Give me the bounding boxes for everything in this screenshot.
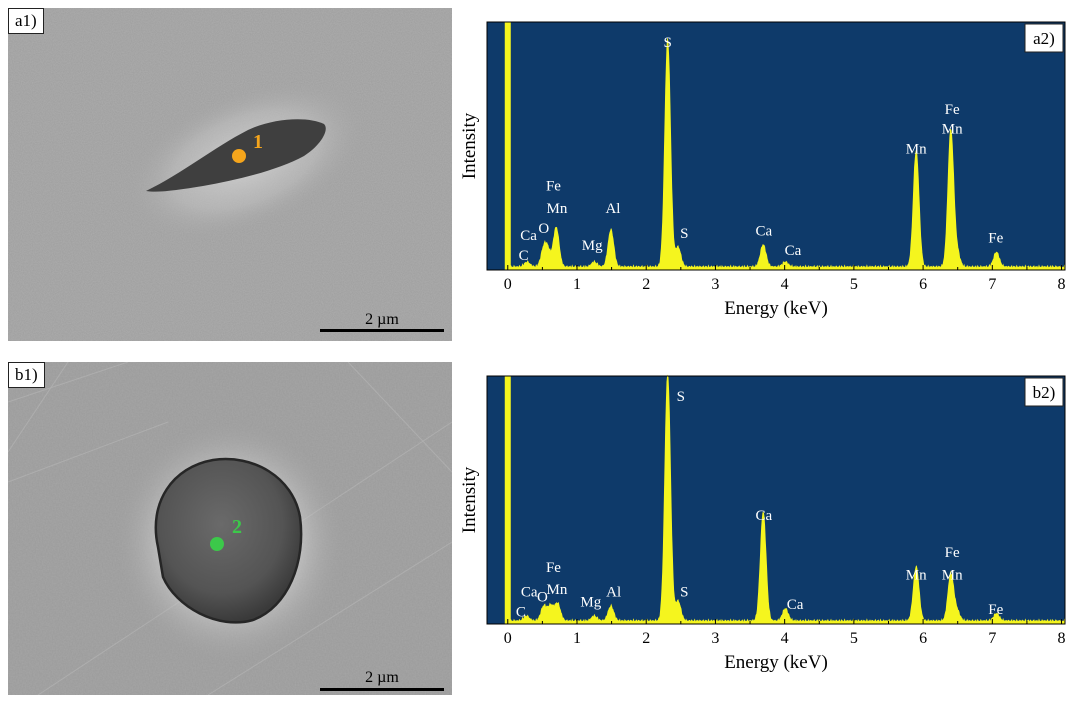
peak-label: Ca xyxy=(756,508,773,524)
peak-label: O xyxy=(538,221,549,237)
panel-tag-text: a2) xyxy=(1033,29,1055,48)
y-axis-label: Intensity xyxy=(459,466,480,533)
point-label-2: 2 xyxy=(232,516,242,538)
peak-label: Mg xyxy=(582,238,603,254)
zero-peak xyxy=(504,376,511,624)
axes-frame xyxy=(486,375,1066,625)
x-tick-label: 6 xyxy=(919,630,927,647)
panel-tag-box xyxy=(1024,377,1064,407)
x-axis-label: Energy (keV) xyxy=(724,298,828,319)
x-tick-label: 4 xyxy=(781,276,789,293)
x-tick-label: 7 xyxy=(988,630,996,647)
peak-label: Fe xyxy=(546,179,561,195)
point-label-1: 1 xyxy=(253,131,263,153)
peak-label: Mn xyxy=(546,201,567,217)
peak-label: Fe xyxy=(988,602,1003,618)
peak-label: S xyxy=(680,585,688,601)
x-tick-label: 1 xyxy=(573,276,581,293)
x-tick-label: 7 xyxy=(988,276,996,293)
plot-area xyxy=(487,376,1065,624)
x-tick-label: 8 xyxy=(1058,276,1066,293)
peak-label: Ca xyxy=(787,597,804,613)
peak-label: C xyxy=(519,248,529,264)
peak-label: Al xyxy=(606,585,621,601)
sem-image-b1: 2 2 µm b1) xyxy=(8,362,452,695)
x-tick-label: 6 xyxy=(919,276,927,293)
scale-bar-a1 xyxy=(320,329,444,332)
eds-spectrum-b2: 0 1 2 3 4 5 6 7 8 S Fe Mn O Ca C Mg Al S Ca Ca Mn Fe Mn Fe Energ… xyxy=(455,360,1070,705)
x-tick-label: 2 xyxy=(642,276,650,293)
scale-bar-b1 xyxy=(320,688,444,691)
peak-label: Ca xyxy=(521,585,538,601)
panel-tag-b1: b1) xyxy=(8,362,45,388)
peak-label: Mn xyxy=(942,122,963,138)
sem-image-a1: 1 2 µm a1) xyxy=(8,8,452,341)
peak-label: Ca xyxy=(785,243,802,259)
panel-tag-text: b2) xyxy=(1033,383,1056,402)
x-tick-label: 4 xyxy=(781,630,789,647)
panel-tag-a1: a1) xyxy=(8,8,44,34)
peak-label: Mn xyxy=(942,567,963,583)
peak-label: Fe xyxy=(546,560,561,576)
x-tick-label: 5 xyxy=(850,276,858,293)
x-axis-label: Energy (keV) xyxy=(724,652,828,673)
peak-label: Ca xyxy=(756,223,773,239)
peak-label: Mn xyxy=(906,567,927,583)
peak-label: S xyxy=(677,389,685,405)
peak-label: Fe xyxy=(945,545,960,561)
x-tick-label: 0 xyxy=(504,630,512,647)
analysis-point-1 xyxy=(232,149,246,163)
scale-bar-label-b1: 2 µm xyxy=(365,669,399,686)
peak-label: C xyxy=(516,605,526,621)
x-tick-label: 3 xyxy=(711,276,719,293)
panel-tag-box xyxy=(1024,23,1064,53)
peak-label: Fe xyxy=(988,231,1003,247)
panel-tag: b2) xyxy=(1024,377,1064,407)
analysis-point-2 xyxy=(210,537,224,551)
peak-label: S xyxy=(663,35,671,51)
peak-label: S xyxy=(680,226,688,242)
x-tick-label: 3 xyxy=(711,630,719,647)
spectrum-line xyxy=(507,374,1066,625)
x-tick-label: 2 xyxy=(642,630,650,647)
x-tick-label: 5 xyxy=(850,630,858,647)
plot-area xyxy=(487,22,1065,270)
eds-spectrum-a2: 0 1 2 3 4 5 6 7 8 S Fe Mn O Ca C Mg Al S Ca Ca Mn Fe Mn Fe Energ… xyxy=(455,6,1070,351)
peak-label: Al xyxy=(605,201,620,217)
sem-micrograph-b1: 2 2 µm xyxy=(8,362,452,695)
peak-label: O xyxy=(537,590,548,606)
panel-tag: a2) xyxy=(1024,23,1064,53)
sem-micrograph-a1: 1 2 µm xyxy=(8,8,452,341)
peak-label: Mn xyxy=(546,582,567,598)
zero-peak xyxy=(504,22,511,270)
peak-label: Mn xyxy=(906,141,927,157)
y-axis-label: Intensity xyxy=(459,112,480,179)
x-tick-label: 8 xyxy=(1058,630,1066,647)
peak-label: Mg xyxy=(580,595,601,611)
inclusion-b1 xyxy=(154,457,303,624)
peak-label: Ca xyxy=(520,228,537,244)
x-tick-label: 0 xyxy=(504,276,512,293)
peak-label: Fe xyxy=(945,102,960,118)
x-tick-label: 1 xyxy=(573,630,581,647)
scale-bar-label-a1: 2 µm xyxy=(365,311,399,328)
axes-frame xyxy=(486,21,1066,271)
spectrum-line xyxy=(507,38,1066,271)
